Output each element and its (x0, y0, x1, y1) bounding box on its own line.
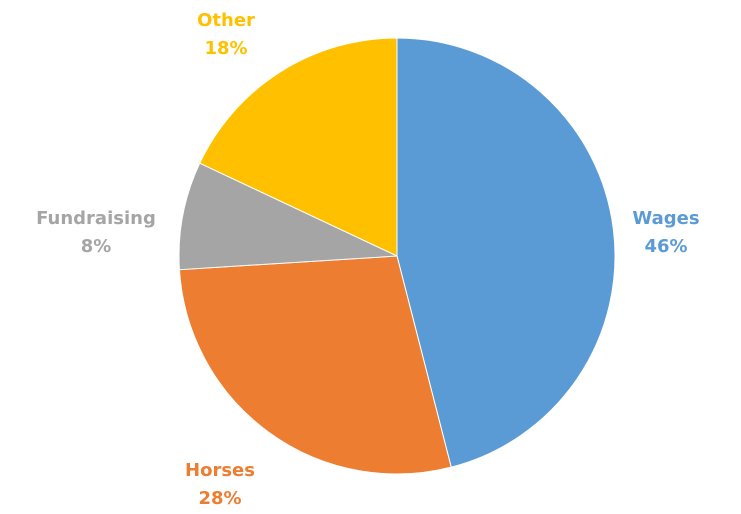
slice-percent-label: 18% (204, 38, 247, 59)
pie-slices (179, 38, 615, 474)
slice-percent-label: 28% (198, 488, 241, 509)
slice-percent-label: 8% (81, 236, 112, 257)
slice-category-label: Other (197, 10, 255, 31)
slice-category-label: Fundraising (36, 208, 156, 229)
data-label-horses: Horses 28% (185, 460, 255, 509)
data-label-wages: Wages 46% (632, 208, 699, 257)
slice-category-label: Wages (632, 208, 699, 229)
data-label-fundraising: Fundraising 8% (36, 208, 156, 257)
data-label-other: Other 18% (197, 10, 255, 59)
slice-category-label: Horses (185, 460, 255, 481)
slice-percent-label: 46% (644, 236, 687, 257)
